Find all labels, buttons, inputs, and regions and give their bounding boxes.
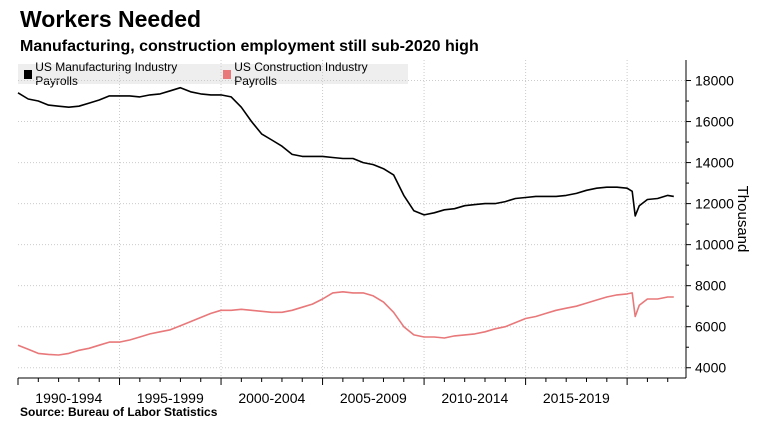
y-tick-label: 14000 — [695, 155, 734, 171]
y-tick-label: 12000 — [695, 196, 734, 212]
x-tick-label: 2005-2009 — [340, 390, 407, 406]
x-tick-label: 2015-2019 — [543, 390, 610, 406]
chart-subtitle: Manufacturing, construction employment s… — [20, 38, 479, 55]
legend-item-construction: US Construction Industry Payrolls — [222, 60, 398, 88]
series-line-manufacturing — [17, 86, 674, 217]
grid-layer — [18, 60, 686, 378]
y-tick-label: 10000 — [695, 237, 734, 253]
legend-swatch-manufacturing — [24, 69, 33, 79]
y-tick-label: 6000 — [695, 319, 726, 335]
legend-label-manufacturing: US Manufacturing Industry Payrolls — [35, 60, 178, 88]
legend: US Manufacturing Industry Payrolls US Co… — [18, 60, 408, 88]
legend-swatch-construction — [222, 69, 232, 79]
x-tick-label: 1990-1994 — [35, 390, 102, 406]
y-tick-label: 4000 — [695, 360, 726, 376]
y-axis-label: Thousand — [734, 186, 751, 253]
y-tick-label: 18000 — [695, 73, 734, 89]
y-tick-label: 8000 — [695, 278, 726, 294]
legend-item-manufacturing: US Manufacturing Industry Payrolls — [24, 60, 207, 88]
series-line-construction — [17, 290, 674, 356]
source-note: Source: Bureau of Labor Statistics — [20, 405, 218, 419]
axis-layer: 4000 6000 8000 10000 12000 14000 16000 18000 199… — [17, 60, 734, 406]
x-tick-label: 1995-1999 — [137, 390, 204, 406]
series-layer — [17, 86, 674, 356]
x-tick-label: 2010-2014 — [441, 390, 508, 406]
legend-label-construction: US Construction Industry Payrolls — [234, 60, 368, 88]
x-tick-label: 2000-2004 — [238, 390, 305, 406]
y-tick-label: 16000 — [695, 114, 734, 130]
chart-title: Workers Needed — [20, 6, 202, 32]
